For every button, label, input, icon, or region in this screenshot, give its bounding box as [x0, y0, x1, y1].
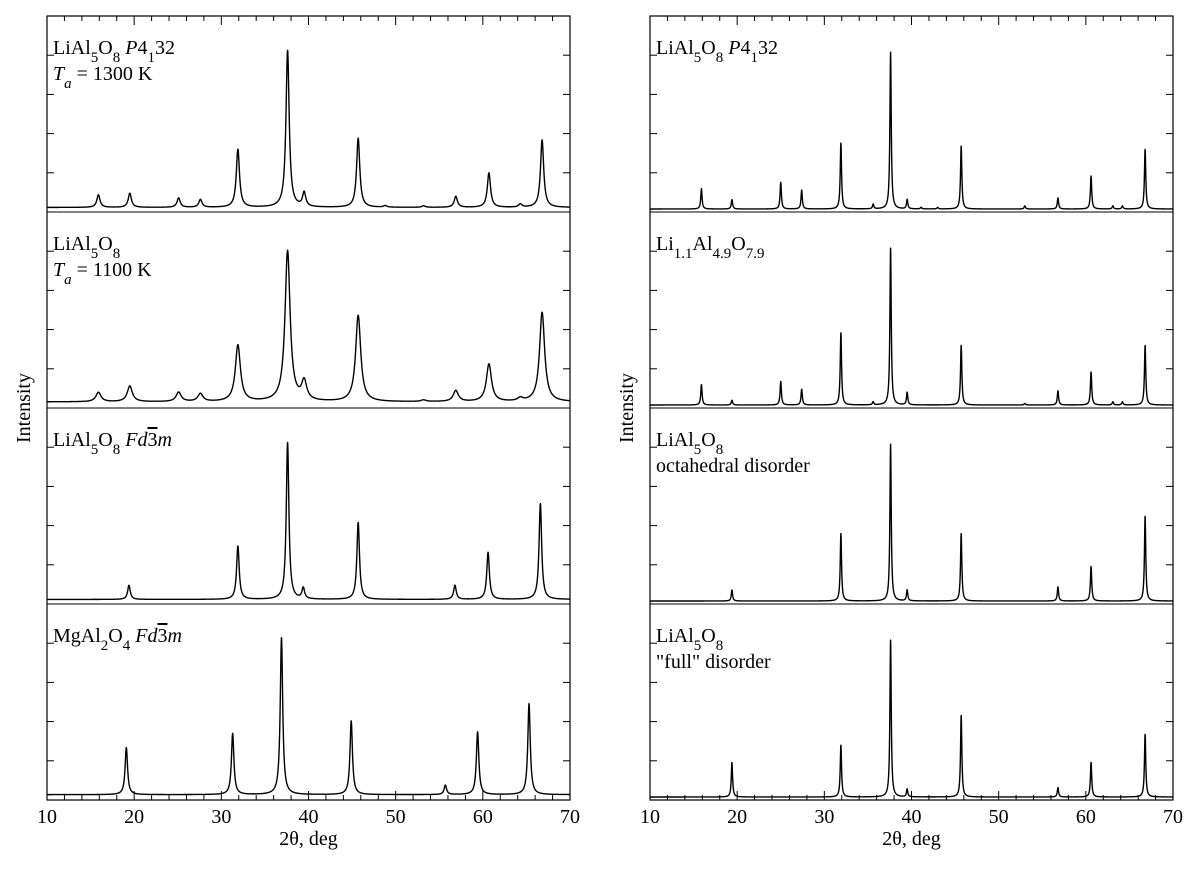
- pattern-label-3-line-1: LiAl5O8 Fd3m: [53, 429, 172, 458]
- x-tick-label: 20: [727, 806, 747, 828]
- pattern-trace-4: [46, 637, 571, 796]
- pattern-label-4-line-2: "full" disorder: [656, 651, 771, 673]
- x-axis-label: 2θ, deg: [279, 828, 337, 850]
- x-tick-label: 70: [560, 806, 580, 828]
- x-tick-label: 60: [473, 806, 493, 828]
- pattern-label-4-line-1: MgAl2O4 Fd3m: [53, 625, 182, 654]
- pattern-trace-1: [649, 51, 1174, 210]
- x-tick-label: 40: [299, 806, 319, 828]
- pattern-trace-2: [46, 249, 571, 403]
- x-tick-label: 10: [640, 806, 660, 828]
- pattern-trace-1: [46, 49, 571, 209]
- pattern-trace-3: [649, 443, 1174, 602]
- pattern-label-2-line-1: Li1.1Al4.9O7.9: [656, 233, 764, 262]
- pattern-label-1-line-1: LiAl5O8 P4132: [53, 37, 175, 66]
- x-tick-label: 50: [989, 806, 1009, 828]
- pattern-label-2-line-2: Ta = 1100 K: [53, 259, 152, 288]
- x-tick-label: 10: [37, 806, 57, 828]
- x-tick-label: 70: [1163, 806, 1183, 828]
- x-tick-label: 30: [211, 806, 231, 828]
- x-tick-label: 20: [124, 806, 144, 828]
- pattern-label-3-line-1: LiAl5O8: [656, 429, 723, 458]
- x-tick-label: 60: [1076, 806, 1096, 828]
- x-axis-label: 2θ, deg: [882, 828, 940, 850]
- pattern-trace-3: [46, 441, 571, 601]
- pattern-label-2-line-1: LiAl5O8: [53, 233, 120, 262]
- chart-panel-right: LiAl5O8 P4132Li1.1Al4.9O7.9LiAl5O8octahe…: [616, 15, 1183, 850]
- pattern-trace-2: [649, 247, 1174, 406]
- x-tick-label: 30: [814, 806, 834, 828]
- y-axis-label: Intensity: [616, 373, 638, 443]
- pattern-label-3-line-2: octahedral disorder: [656, 455, 810, 477]
- x-tick-label: 40: [902, 806, 922, 828]
- plot-frame: [649, 15, 1174, 801]
- pattern-label-4-line-1: LiAl5O8: [656, 625, 723, 654]
- y-axis-label: Intensity: [13, 373, 35, 443]
- x-tick-label: 50: [386, 806, 406, 828]
- plot-frame: [46, 15, 571, 801]
- pattern-label-1-line-1: LiAl5O8 P4132: [656, 37, 778, 66]
- pattern-label-1-line-2: Ta = 1300 K: [53, 63, 153, 92]
